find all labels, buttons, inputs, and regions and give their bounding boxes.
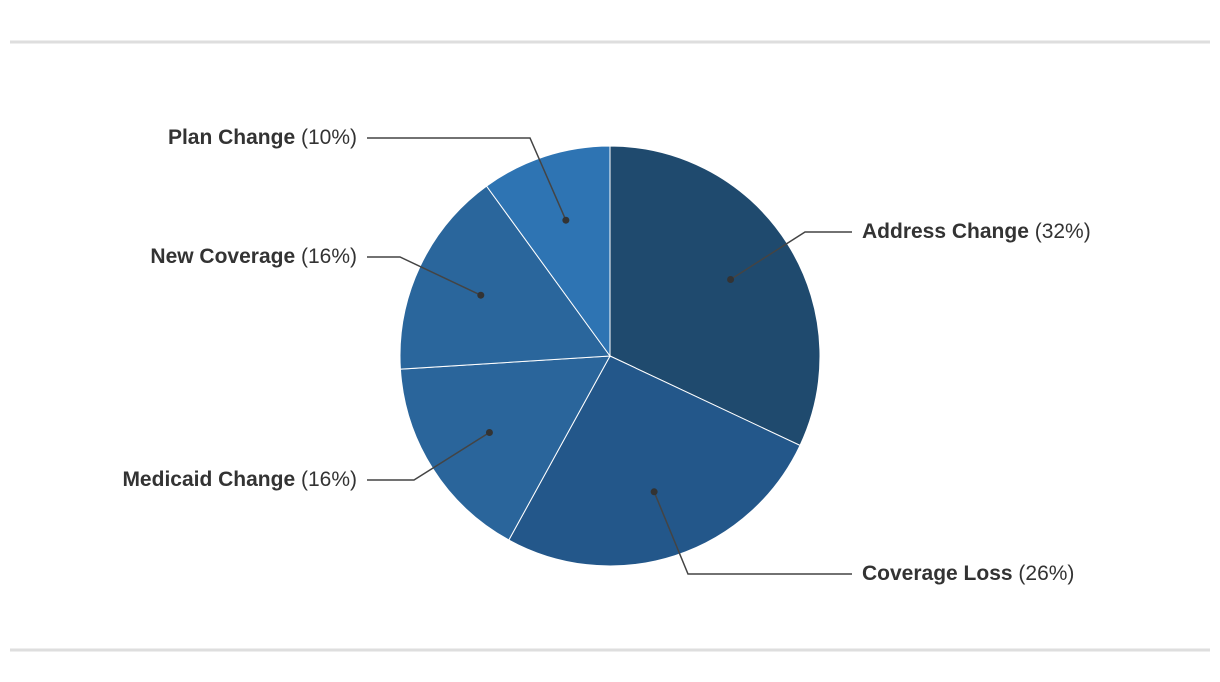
slice-name: Address Change — [862, 220, 1029, 243]
slice-label: Plan Change (10%) — [168, 126, 357, 149]
pie-slice — [485, 145, 611, 358]
leader-line — [653, 491, 852, 575]
slice-value: (10%) — [295, 126, 357, 149]
leader-dot — [727, 275, 735, 283]
slice-label: Coverage Loss (26%) — [862, 562, 1074, 585]
slice-name: Medicaid Change — [122, 468, 295, 491]
leader-dot — [650, 488, 658, 496]
slice-label: Address Change (32%) — [862, 220, 1091, 243]
slice-name: New Coverage — [150, 245, 295, 268]
slice-value: (32%) — [1029, 220, 1091, 243]
slice-value: (26%) — [1013, 562, 1075, 585]
slice-name: Coverage Loss — [862, 562, 1013, 585]
leader-dot — [477, 291, 485, 299]
leader-dot — [562, 216, 570, 224]
leader-line — [367, 256, 482, 296]
slice-label: New Coverage (16%) — [150, 245, 357, 268]
leader-line — [367, 137, 567, 221]
slice-name: Plan Change — [168, 126, 295, 149]
slice-label: Medicaid Change (16%) — [122, 468, 357, 491]
slice-value: (16%) — [295, 245, 357, 268]
leader-line — [367, 431, 490, 481]
leader-line — [730, 231, 852, 281]
slice-value: (16%) — [295, 468, 357, 491]
leader-dot — [485, 429, 493, 437]
